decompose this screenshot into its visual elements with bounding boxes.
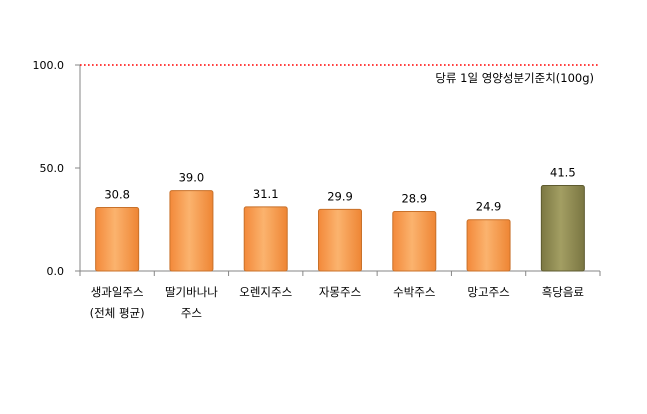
- x-category-label: 망고주스: [467, 285, 509, 299]
- bar-0: [95, 207, 140, 272]
- bar-4: [392, 210, 437, 272]
- x-category-label: 흑당음료: [542, 285, 584, 299]
- plot-area: 0.0 50.0 100.0 당류 1일 영양성분기준치(100g) 30.8 생과일주스…: [33, 59, 601, 320]
- reference-line-label: 당류 1일 영양성분기준치(100g): [435, 71, 594, 85]
- bar-5: [466, 219, 511, 272]
- bar-value-label: 41.5: [550, 166, 576, 180]
- x-category-label: (전체 평균): [90, 306, 145, 320]
- bar-3: [318, 208, 362, 272]
- y-tick-label: 0.0: [47, 265, 65, 278]
- bar-value-label: 30.8: [104, 188, 130, 202]
- y-tick-label: 50.0: [40, 162, 65, 175]
- bar-value-label: 39.0: [179, 171, 205, 185]
- x-category-label: 수박주스: [393, 285, 435, 299]
- bar-2: [243, 206, 288, 272]
- y-tick-label: 100.0: [33, 59, 65, 72]
- bar-6: [540, 185, 585, 272]
- x-category-label: 오렌지주스: [239, 285, 292, 299]
- bar-value-label: 31.1: [253, 187, 279, 201]
- bar-value-label: 29.9: [327, 189, 353, 203]
- x-category-label: 주스: [181, 306, 202, 320]
- bar-value-label: 24.9: [476, 200, 502, 214]
- x-category-label: 딸기바나나: [165, 285, 218, 299]
- bar-1: [169, 190, 214, 272]
- bar-value-label: 28.9: [401, 191, 427, 205]
- x-category-label: 자몽주스: [319, 285, 361, 299]
- x-category-label: 생과일주스: [91, 285, 144, 299]
